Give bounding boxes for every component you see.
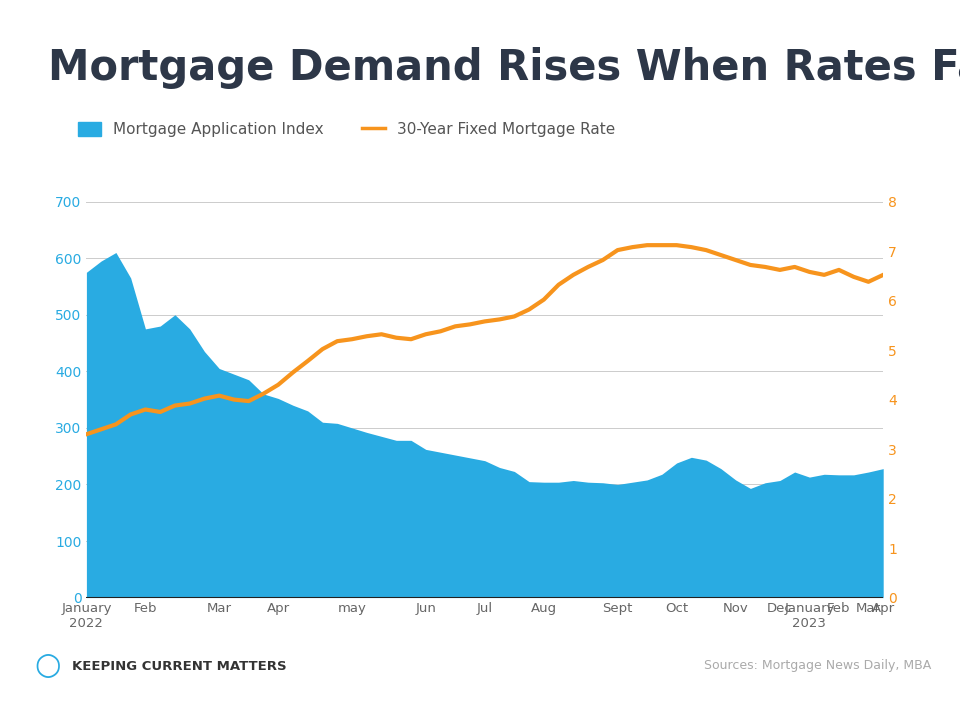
Text: Sources: Mortgage News Daily, MBA: Sources: Mortgage News Daily, MBA — [704, 660, 931, 672]
Legend: Mortgage Application Index, 30-Year Fixed Mortgage Rate: Mortgage Application Index, 30-Year Fixe… — [78, 122, 615, 138]
Text: ○: ○ — [35, 652, 61, 680]
Text: KEEPING CURRENT MATTERS: KEEPING CURRENT MATTERS — [72, 660, 287, 672]
Text: Mortgage Demand Rises When Rates Fall: Mortgage Demand Rises When Rates Fall — [48, 47, 960, 89]
